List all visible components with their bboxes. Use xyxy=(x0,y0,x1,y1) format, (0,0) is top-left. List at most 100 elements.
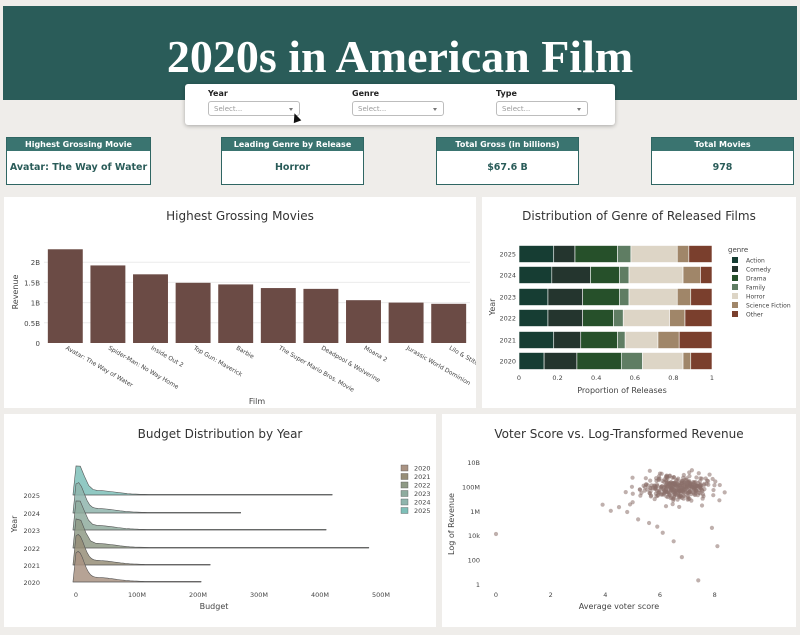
stacked-segment xyxy=(613,309,624,327)
y-tick-label: 2020 xyxy=(23,579,40,587)
x-tick-label: The Super Mario Bros. Movie xyxy=(276,344,355,394)
bar xyxy=(388,302,424,343)
scatter-point xyxy=(638,493,643,498)
genre-select[interactable]: Select... xyxy=(352,101,444,116)
scatter-point xyxy=(702,487,707,492)
stacked-segment xyxy=(657,331,680,349)
scatter-point xyxy=(717,482,722,488)
scatter-point xyxy=(676,485,681,490)
filter-bar: Year Select... Genre Select... Type Sele… xyxy=(185,84,615,125)
x-tick-label: 400M xyxy=(311,591,329,599)
type-select-placeholder: Select... xyxy=(502,105,531,113)
x-tick-label: 200M xyxy=(189,591,207,599)
scatter-point xyxy=(616,505,622,510)
bar xyxy=(175,282,211,343)
year-select-placeholder: Select... xyxy=(214,105,243,113)
legend-swatch xyxy=(732,293,738,299)
scatter-point xyxy=(670,501,675,507)
year-select[interactable]: Select... xyxy=(208,101,300,116)
card-title: Total Movies xyxy=(652,138,793,151)
density-ridge xyxy=(72,551,202,583)
y-tick-label: 1B xyxy=(31,300,40,308)
legend-swatch xyxy=(400,507,409,514)
page-title: 2020s in American Film xyxy=(166,31,634,82)
scatter-point xyxy=(648,478,653,483)
genre-distribution-chart: 2020 2021 2022 2023 2024 2025 0 0.2 0.4 0.6 0.8 1 Pr… xyxy=(488,245,791,395)
y-tick-label: 2023 xyxy=(23,527,40,535)
y-tick-label: 100M xyxy=(462,483,480,491)
scatter-point xyxy=(678,482,684,487)
top-grossing-chart: 0 0.5B 1B 1.5B 2B Avatar: The Way of WaterSpi… xyxy=(11,249,476,406)
density-ridge xyxy=(72,482,241,514)
y-tick-label: 2022 xyxy=(499,315,516,323)
legend-label: 2020 xyxy=(414,465,431,473)
card-value: Horror xyxy=(274,162,311,173)
stacked-segment xyxy=(617,245,632,263)
stacked-segment xyxy=(518,245,555,263)
card-value: Avatar: The Way of Water xyxy=(9,162,148,173)
stacked-segment xyxy=(553,331,582,349)
stacked-segment xyxy=(628,266,684,284)
scatter-point xyxy=(657,471,663,476)
stacked-segment xyxy=(553,245,576,263)
legend-label: Action xyxy=(746,258,765,265)
scatter-point xyxy=(667,482,672,487)
chevron-down-icon xyxy=(433,108,437,111)
scatter-point xyxy=(711,487,716,493)
scatter-point xyxy=(680,489,685,494)
year-filter-label: Year xyxy=(208,89,228,98)
y-tick-label: 2024 xyxy=(499,272,516,280)
voter-score-chart: 1 100 10k 1M 100M 10B 0 2 4 6 8 Average voter score… xyxy=(447,459,727,611)
y-tick-label: 1 xyxy=(476,581,480,589)
type-select[interactable]: Select... xyxy=(496,101,588,116)
scatter-point xyxy=(672,494,677,499)
scatter-point xyxy=(675,477,680,482)
scatter-point xyxy=(713,479,718,484)
y-tick-label: 2025 xyxy=(23,492,40,500)
scatter-point xyxy=(671,539,676,544)
stacked-segment xyxy=(676,245,690,263)
scatter-point xyxy=(717,498,722,503)
y-axis-label: Year xyxy=(10,515,19,534)
genre-distribution-panel: Distribution of Genre of Released Films … xyxy=(482,197,796,408)
genre-select-placeholder: Select... xyxy=(358,105,387,113)
scatter-point xyxy=(673,489,678,494)
scatter-point xyxy=(698,476,703,481)
x-tick-label: 8 xyxy=(713,591,717,599)
bar xyxy=(260,288,296,343)
stacked-segment xyxy=(617,331,626,349)
y-tick-label: 2021 xyxy=(23,562,40,570)
scatter-point xyxy=(694,487,699,493)
stacked-segment xyxy=(624,331,659,349)
scatter-point xyxy=(629,484,635,489)
stacked-segment xyxy=(518,288,549,306)
x-tick-label: 0 xyxy=(517,374,521,382)
legend-swatch xyxy=(400,464,409,472)
y-tick-label: 1M xyxy=(470,508,480,516)
scatter-point xyxy=(648,494,653,499)
legend-label: 2021 xyxy=(414,473,431,481)
x-tick-label: 0 xyxy=(494,591,498,599)
genre-filter-label: Genre xyxy=(352,89,380,98)
stacked-segment xyxy=(518,331,555,349)
scatter-point xyxy=(711,493,716,498)
legend-swatch xyxy=(732,284,738,290)
scatter-point xyxy=(648,489,653,494)
legend-swatch xyxy=(400,481,409,489)
chevron-down-icon xyxy=(577,108,581,111)
scatter-point xyxy=(671,498,676,503)
scatter-point xyxy=(702,481,707,486)
legend-swatch xyxy=(732,311,738,317)
card-title: Total Gross (in billions) xyxy=(437,138,578,151)
stacked-segment xyxy=(700,266,713,284)
card-title: Highest Grossing Movie xyxy=(7,138,150,151)
scatter-point xyxy=(648,485,653,490)
stacked-segment xyxy=(688,245,713,263)
legend-swatch xyxy=(400,490,409,497)
scatter-point xyxy=(659,484,665,489)
scatter-point xyxy=(707,472,712,477)
x-tick-label: 6 xyxy=(658,591,662,599)
scatter-point xyxy=(630,500,635,505)
scatter-point xyxy=(683,485,688,490)
stacked-segment xyxy=(576,352,622,370)
